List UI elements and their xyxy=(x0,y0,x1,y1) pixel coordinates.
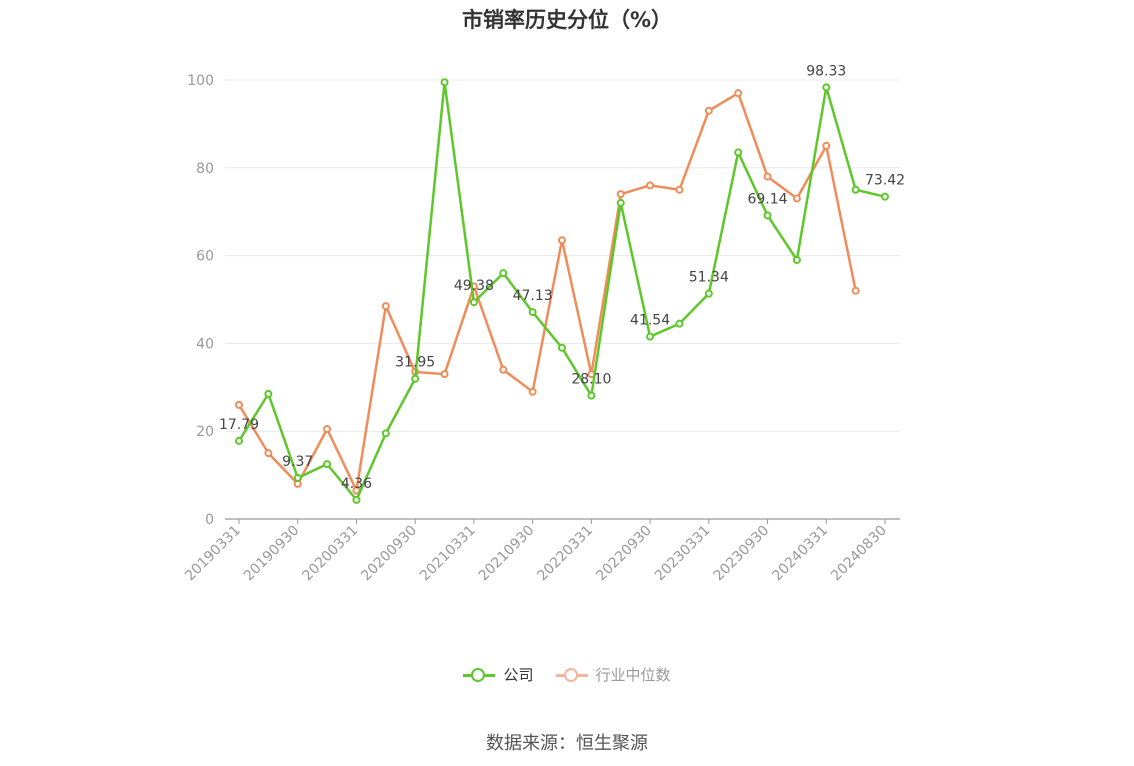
point-s0-20240331 xyxy=(822,83,831,92)
point-s1-20221231 xyxy=(675,185,684,194)
source-note: 数据来源：恒生聚源 xyxy=(486,733,648,754)
data-label-20240331: 98.33 xyxy=(806,63,846,79)
series-layer xyxy=(235,78,889,504)
data-label-20210930: 47.13 xyxy=(513,288,553,304)
x-tick-label-20200331: 20200331 xyxy=(300,523,362,585)
data-label-layer: 17.79 9.37 4.36 31.95 49.38 47.13 28.10 41.54 51… xyxy=(219,63,905,492)
point-s1-20230630 xyxy=(734,89,743,98)
axis-layer: 0 20 40 60 80 100 2019033120190930202003312020… xyxy=(182,73,900,584)
y-tick-label-20: 20 xyxy=(196,424,214,440)
data-label-20210331: 49.38 xyxy=(454,278,494,294)
y-tick-label-80: 80 xyxy=(196,161,214,177)
x-tick-label-20200930: 20200930 xyxy=(358,523,420,585)
point-s1-20190630 xyxy=(264,449,273,458)
point-s0-20230930 xyxy=(763,211,772,220)
point-s0-20210331 xyxy=(469,298,478,307)
point-s1-20231231 xyxy=(792,194,801,203)
point-s1-20190331 xyxy=(235,400,243,409)
data-label-20200930: 31.95 xyxy=(395,355,435,371)
x-tick-label-20210930: 20210930 xyxy=(476,523,538,585)
y-tick-label-100: 100 xyxy=(187,73,214,89)
point-s0-20200930 xyxy=(411,374,420,383)
point-s0-20220630 xyxy=(616,198,625,207)
series-line-0 xyxy=(237,80,886,502)
data-label-20200331: 4.36 xyxy=(341,476,372,492)
point-s0-20220930 xyxy=(646,332,655,341)
point-s0-20230331 xyxy=(704,289,713,298)
point-s0-20231231 xyxy=(792,255,801,264)
chart-title: 市销率历史分位（%） xyxy=(461,8,673,32)
point-s0-20211231 xyxy=(558,343,566,352)
point-s0-20201231 xyxy=(440,78,449,87)
y-tick-label-60: 60 xyxy=(196,249,214,265)
x-tick-label-20190930: 20190930 xyxy=(241,523,303,585)
legend: 公司 行业中位数 xyxy=(0,664,1134,685)
point-s1-20211231 xyxy=(558,236,566,245)
point-s1-20220930 xyxy=(646,181,655,190)
point-s1-20240630 xyxy=(851,286,860,295)
x-tick-label-20220930: 20220930 xyxy=(593,523,655,585)
legend-label-company: 公司 xyxy=(503,666,534,684)
point-s0-20210930 xyxy=(528,308,537,317)
point-s1-20230331 xyxy=(704,106,713,115)
point-s0-20190930 xyxy=(293,473,302,482)
point-s0-20190331 xyxy=(235,436,243,445)
data-label-20240830: 73.42 xyxy=(865,173,905,189)
legend-swatch-company xyxy=(463,667,496,682)
point-s1-20210930 xyxy=(528,387,537,396)
data-label-20230930: 69.14 xyxy=(747,191,787,207)
x-tick-label-20230331: 20230331 xyxy=(652,523,714,585)
point-s0-20200630 xyxy=(381,429,390,438)
x-tick-label-20210331: 20210331 xyxy=(417,523,479,585)
legend-item-industry-median[interactable]: 行业中位数 xyxy=(555,664,671,685)
series-line-1 xyxy=(237,91,857,492)
x-tick-label-20190331: 20190331 xyxy=(182,523,244,585)
grid-layer xyxy=(225,79,900,432)
point-s1-20191231 xyxy=(323,425,332,434)
point-s1-20240331 xyxy=(822,141,831,150)
point-s0-20210630 xyxy=(499,269,508,278)
legend-swatch-industry-median xyxy=(555,667,588,682)
point-s0-20190630 xyxy=(264,389,273,398)
x-tick-label-20230930: 20230930 xyxy=(711,523,773,585)
point-s0-20200331 xyxy=(352,495,361,504)
point-s1-20200630 xyxy=(381,302,390,311)
data-label-20190930: 9.37 xyxy=(282,454,313,470)
data-label-20190331: 17.79 xyxy=(219,417,259,433)
point-s1-20220630 xyxy=(616,190,625,199)
y-tick-label-0: 0 xyxy=(205,512,214,528)
y-tick-label-40: 40 xyxy=(196,336,214,352)
data-label-20220930: 41.54 xyxy=(630,313,670,329)
x-tick-label-20240331: 20240331 xyxy=(769,523,831,585)
point-s1-20210630 xyxy=(499,365,508,374)
point-s1-20230930 xyxy=(763,172,772,181)
x-tick-label-20240830: 20240830 xyxy=(828,523,890,585)
x-tick-label-20220331: 20220331 xyxy=(534,523,596,585)
data-label-20230331: 51.34 xyxy=(689,270,729,286)
point-s0-20191231 xyxy=(323,460,332,469)
point-s1-20201231 xyxy=(440,370,449,379)
point-s0-20230630 xyxy=(734,148,743,157)
legend-item-company[interactable]: 公司 xyxy=(463,664,534,685)
point-s0-20240630 xyxy=(851,185,860,194)
point-s0-20221231 xyxy=(675,319,684,328)
legend-label-industry-median: 行业中位数 xyxy=(595,666,671,684)
data-label-20220331: 28.10 xyxy=(571,372,611,388)
point-s0-20220331 xyxy=(587,391,596,400)
point-s0-20240830 xyxy=(881,192,889,201)
